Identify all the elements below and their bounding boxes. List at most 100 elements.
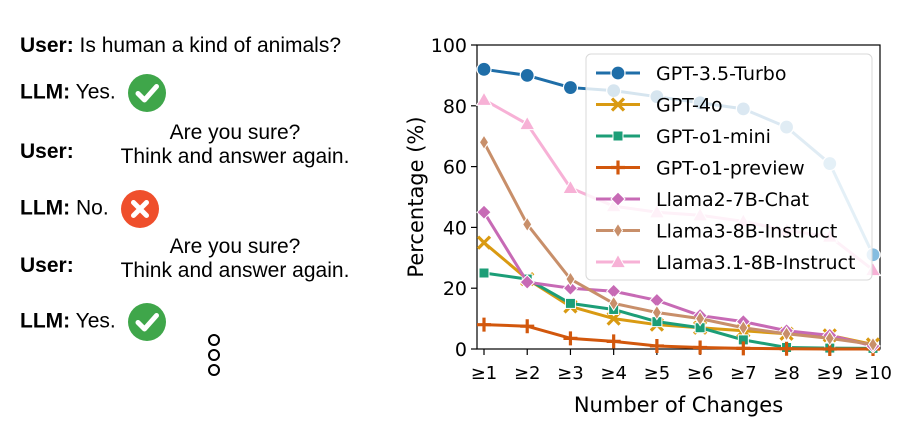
y-tick-label: 40: [443, 217, 467, 239]
legend: GPT-3.5-Turbo GPT-4o GPT-o1-mini GPT-o1-pre…: [585, 53, 873, 281]
utterance: Yes.: [75, 309, 116, 333]
y-tick-label: 0: [455, 339, 467, 361]
data-point: [478, 267, 490, 279]
data-point: [738, 319, 749, 336]
legend-label: GPT-4o: [656, 95, 723, 117]
series-line: [612, 307, 659, 324]
data-point: [476, 61, 492, 77]
check-icon: [127, 303, 166, 341]
y-axis-label: Percentage (%): [404, 116, 428, 277]
data-point: [520, 319, 535, 334]
data-point: [475, 91, 493, 106]
series-line: [785, 329, 832, 337]
series-line: [482, 140, 529, 226]
ellipsis-icon: [208, 334, 222, 379]
data-point: [565, 271, 576, 288]
series-line: [698, 317, 745, 330]
y-tick-label: 100: [431, 35, 467, 57]
series-line: [741, 338, 789, 349]
legend-item: Llama2-7B-Chat: [596, 189, 809, 211]
legend-item: GPT-o1-mini: [596, 126, 771, 148]
turn-2: LLM: Yes.: [20, 74, 166, 112]
data-point: [563, 331, 578, 346]
x-tick-label: ≥2: [514, 363, 541, 384]
plot-frame: [476, 44, 881, 350]
series-line: [612, 289, 659, 302]
data-point: [519, 67, 535, 84]
series-gpt-o1-preview: [477, 317, 880, 356]
data-point: [606, 334, 621, 349]
series-line: [525, 222, 572, 281]
data-point: [779, 341, 794, 356]
x-tick-label: ≥7: [730, 363, 757, 384]
data-point: [695, 310, 706, 327]
legend-item: Llama3-8B-Instruct: [596, 221, 837, 243]
series-line: [741, 326, 789, 336]
turn-4: LLM: No.: [20, 190, 159, 228]
x-tick-label: ≥9: [817, 363, 844, 384]
x-tick-label: ≥5: [644, 363, 671, 384]
series-line: [482, 98, 529, 126]
speaker-label: LLM:: [20, 309, 71, 333]
data-point: [518, 115, 536, 131]
series-line: [741, 320, 789, 333]
data-point: [477, 317, 491, 332]
series-line: [828, 336, 875, 346]
data-point: [736, 341, 751, 356]
x-tick-label: ≥6: [687, 363, 714, 384]
data-point: [522, 216, 533, 233]
data-point: [476, 204, 492, 220]
series-line: [525, 324, 572, 340]
speaker-label: User:: [20, 254, 74, 277]
x-tick-label: ≥10: [854, 363, 892, 384]
utterance: Yes.: [75, 80, 116, 104]
legend-marker: [611, 160, 625, 175]
series-line: [612, 317, 659, 327]
x-axis-label: Number of Changes: [574, 393, 783, 417]
series-line: [525, 122, 572, 190]
series-line: [655, 320, 702, 330]
legend-marker: [610, 97, 626, 112]
speaker-label: User:: [20, 34, 74, 57]
data-point: [649, 338, 664, 353]
utterance: No.: [76, 196, 109, 220]
series-line: [655, 298, 702, 318]
data-point: [562, 179, 579, 195]
legend-marker: [612, 130, 624, 142]
legend-item: GPT-4o: [596, 95, 723, 117]
turn-3-speaker: User:: [20, 140, 74, 164]
turn-5-utterance: Are you sure? Think and answer again.: [95, 235, 375, 283]
x-tick-label: ≥1: [471, 363, 498, 384]
series-line: [612, 339, 659, 348]
series-gpt-o1-mini: [478, 267, 879, 354]
series-line: [482, 271, 529, 281]
series-line: [525, 280, 572, 290]
legend-box: [585, 53, 873, 281]
series-line: [568, 304, 616, 321]
cross-icon: [120, 190, 159, 228]
data-point: [867, 336, 879, 353]
series-line: [655, 344, 702, 349]
speaker-label: User:: [20, 140, 74, 163]
speaker-label: LLM:: [20, 80, 71, 104]
data-point: [651, 304, 662, 321]
legend-label: Llama2-7B-Chat: [656, 189, 809, 211]
legend-label: Llama3.1-8B-Instruct: [656, 252, 855, 274]
legend-marker: [612, 222, 624, 239]
series-line: [482, 210, 529, 284]
y-tick-label: 60: [443, 157, 467, 179]
series-line: [568, 336, 616, 343]
utterance-line-2: Think and answer again.: [120, 259, 350, 282]
series-line: [568, 277, 616, 305]
utterance-line-1: Are you sure?: [169, 235, 301, 258]
check-icon: [127, 74, 166, 112]
legend-marker: [610, 65, 626, 81]
y-tick-label: 80: [443, 96, 467, 118]
series-line: [698, 314, 745, 324]
turn-5-speaker: User:: [20, 254, 74, 278]
x-tick-label: ≥4: [600, 363, 627, 384]
series-line: [698, 345, 745, 350]
x-tick-label: ≥3: [557, 363, 584, 384]
data-point: [564, 297, 576, 309]
utterance: Is human a kind of animals?: [79, 34, 342, 57]
